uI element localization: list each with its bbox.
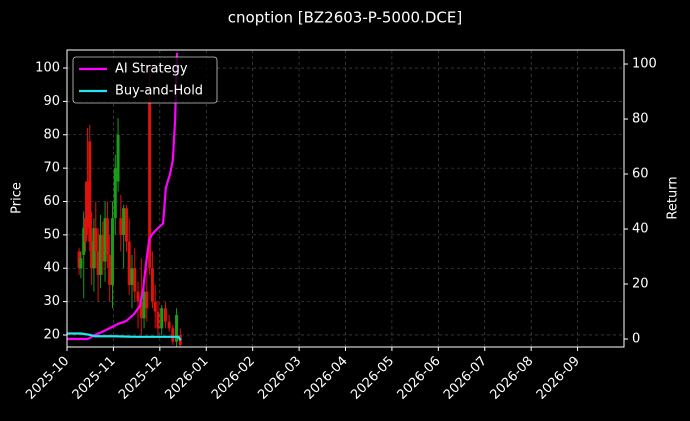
candle-body [167, 321, 171, 329]
legend: AI Strategy Buy-and-Hold [72, 56, 218, 104]
y-tick-label: 90 [43, 94, 60, 109]
candle-body [124, 208, 128, 242]
candle-body [90, 241, 94, 269]
candle-body [98, 234, 102, 275]
candle-body [153, 301, 157, 312]
line-series [67, 332, 182, 341]
candle-body [145, 291, 149, 309]
candle-body [103, 218, 107, 262]
line-series [67, 52, 179, 341]
legend-label: AI Strategy [115, 62, 188, 77]
legend-label: Buy-and-Hold [115, 84, 203, 99]
candle-body [130, 268, 134, 285]
candle-body [108, 254, 112, 285]
y2-tick-label: 0 [632, 332, 640, 347]
y-axis-label: Price [10, 182, 25, 214]
y2-axis-label: Return [666, 176, 681, 219]
y2-tick-label: 100 [632, 57, 657, 72]
candle-body [142, 291, 146, 319]
candle-body [136, 291, 140, 302]
chart-title: cnoption [BZ2603-P-5000.DCE] [228, 9, 462, 27]
candle-body [119, 218, 123, 235]
candle-body [92, 228, 96, 269]
candle-body [110, 218, 114, 285]
candle-body [82, 228, 86, 255]
candle-body [133, 268, 137, 292]
candle-body [96, 251, 100, 275]
candle-body [160, 308, 164, 329]
y-tick-label: 20 [43, 327, 60, 342]
candle-body [163, 308, 167, 322]
legend-box [72, 56, 218, 104]
candle-body [84, 218, 88, 242]
candle-body [127, 241, 131, 285]
candle-body [122, 208, 126, 235]
y2-tick-label: 80 [632, 112, 649, 127]
y-tick-label: 40 [43, 261, 60, 276]
candle-body [79, 258, 83, 269]
y2-tick-label: 20 [632, 277, 649, 292]
candle-body [88, 141, 92, 242]
candle-body [105, 218, 109, 255]
y2-tick-label: 60 [632, 167, 649, 182]
candle-body [94, 228, 98, 252]
candle-body [116, 134, 120, 182]
y-tick-label: 80 [43, 127, 60, 142]
y-tick-label: 50 [43, 227, 60, 242]
y-tick-label: 100 [35, 61, 60, 76]
y2-tick-label: 40 [632, 222, 649, 237]
plot-area [67, 52, 182, 347]
y-tick-label: 60 [43, 194, 60, 209]
candle-body [171, 328, 175, 342]
candle-body [113, 168, 117, 219]
candle-body [77, 251, 81, 269]
candle-body [175, 314, 179, 342]
candle-body [101, 234, 105, 262]
candle-body [150, 268, 154, 302]
y-tick-label: 70 [43, 161, 60, 176]
candle-body [156, 311, 160, 329]
candle-body [85, 181, 89, 229]
candle-body [139, 301, 143, 319]
candle-body [148, 101, 152, 269]
y-tick-label: 30 [43, 294, 60, 309]
